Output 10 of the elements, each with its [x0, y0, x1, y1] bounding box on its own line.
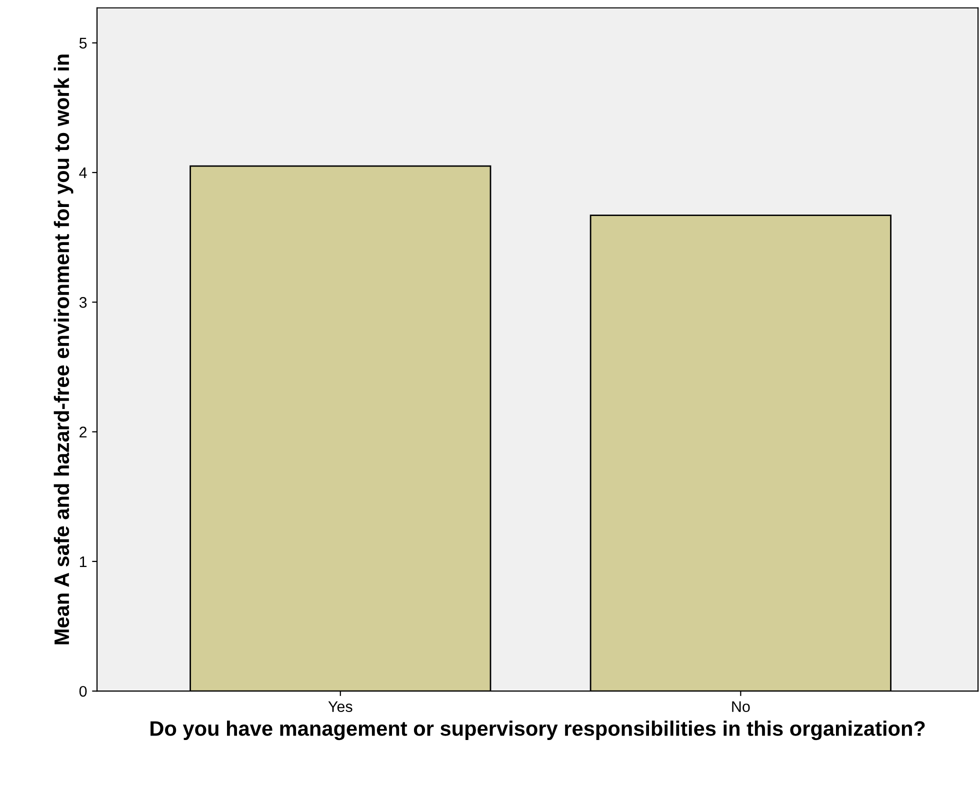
y-tick-label: 0: [79, 686, 87, 697]
y-tick-label: 3: [79, 297, 87, 308]
x-tick-label: Yes: [328, 701, 352, 712]
y-tick-label: 5: [79, 38, 87, 49]
y-tick-label: 4: [79, 168, 87, 178]
x-axis-title: Do you have management or supervisory responsibilities in this organization?: [150, 720, 925, 740]
y-tick-label: 1: [80, 556, 87, 567]
y-tick-label: 2: [80, 426, 87, 438]
y-axis-title: Mean A safe and hazard-free environment for you to work in: [54, 54, 74, 644]
x-tick-label: No: [732, 701, 750, 712]
